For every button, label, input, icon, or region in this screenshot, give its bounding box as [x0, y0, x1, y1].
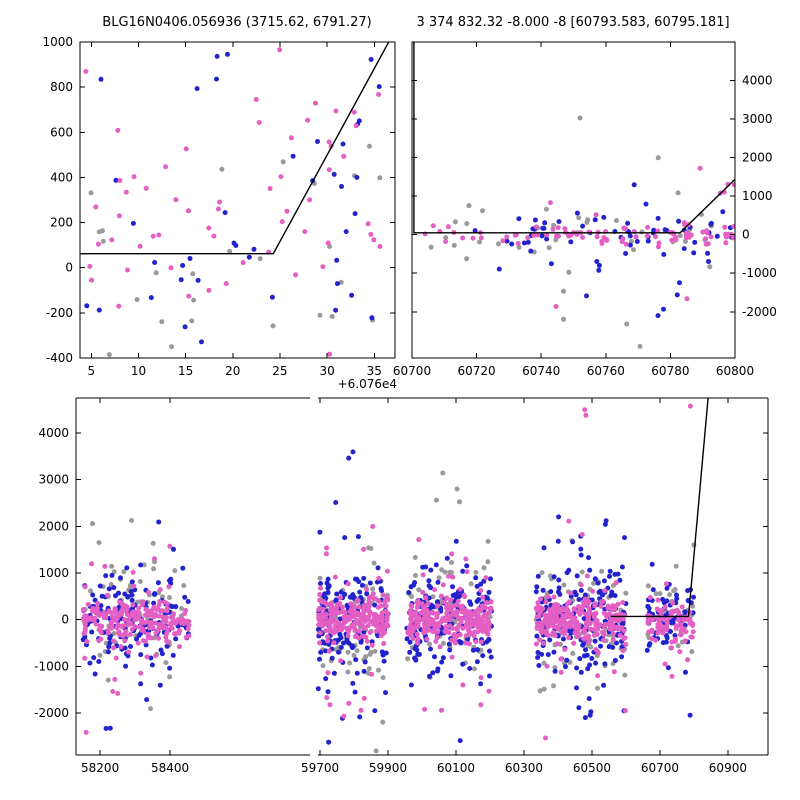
svg-text:1000: 1000: [742, 189, 773, 203]
svg-text:600: 600: [50, 125, 73, 139]
svg-text:800: 800: [50, 80, 73, 94]
svg-text:1000: 1000: [42, 35, 73, 49]
svg-text:60300: 60300: [505, 761, 543, 775]
svg-text:2000: 2000: [742, 151, 773, 165]
chart1-title: BLG16N0406.056936 (3715.62, 6791.27): [102, 15, 372, 30]
svg-text:25: 25: [272, 364, 287, 378]
svg-text:5: 5: [87, 364, 95, 378]
svg-text:2000: 2000: [38, 519, 69, 533]
chart2-title: 3 374 832.32 -8.000 -8 [60793.583, 60795…: [416, 15, 730, 30]
svg-text:58200: 58200: [81, 761, 119, 775]
svg-text:200: 200: [50, 216, 73, 230]
svg-text:4000: 4000: [38, 426, 69, 440]
svg-text:60760: 60760: [587, 364, 625, 378]
svg-text:60780: 60780: [651, 364, 689, 378]
svg-text:10: 10: [131, 364, 146, 378]
svg-text:0: 0: [742, 228, 750, 242]
svg-text:60720: 60720: [458, 364, 496, 378]
svg-text:59700: 59700: [301, 761, 339, 775]
svg-text:30: 30: [319, 364, 334, 378]
svg-text:59900: 59900: [369, 761, 407, 775]
svg-text:60700: 60700: [393, 364, 431, 378]
svg-text:1000: 1000: [38, 566, 69, 580]
x-axis-offset-label: +6.076e4: [337, 377, 397, 391]
svg-text:4000: 4000: [742, 74, 773, 88]
svg-text:400: 400: [50, 170, 73, 184]
svg-text:-1000: -1000: [34, 659, 69, 673]
svg-text:0: 0: [61, 613, 69, 627]
svg-text:-1000: -1000: [742, 266, 777, 280]
svg-text:60800: 60800: [716, 364, 754, 378]
svg-text:3000: 3000: [742, 112, 773, 126]
chart-event-zoom: 5 10 15 20 25 30 35 -400 -200 0 200 400 600 800 1000: [42, 35, 396, 378]
svg-text:60700: 60700: [641, 761, 679, 775]
svg-text:-2000: -2000: [742, 305, 777, 319]
svg-text:60100: 60100: [437, 761, 475, 775]
svg-text:-200: -200: [46, 306, 73, 320]
svg-text:60500: 60500: [573, 761, 611, 775]
chart-full-lightcurve: 58200 58400 59700 59900 60100 60300 60500 60700…: [34, 397, 769, 775]
chart-recent-zoom: 60700 60720 60740 60760 60780 60800 -2000 -1000…: [393, 41, 777, 378]
svg-text:-400: -400: [46, 351, 73, 365]
svg-text:-2000: -2000: [34, 706, 69, 720]
svg-text:3000: 3000: [38, 473, 69, 487]
svg-text:60740: 60740: [522, 364, 560, 378]
svg-text:15: 15: [178, 364, 193, 378]
svg-text:20: 20: [225, 364, 240, 378]
svg-text:0: 0: [65, 261, 73, 275]
svg-text:35: 35: [367, 364, 382, 378]
svg-text:58400: 58400: [151, 761, 189, 775]
svg-text:60900: 60900: [709, 761, 747, 775]
